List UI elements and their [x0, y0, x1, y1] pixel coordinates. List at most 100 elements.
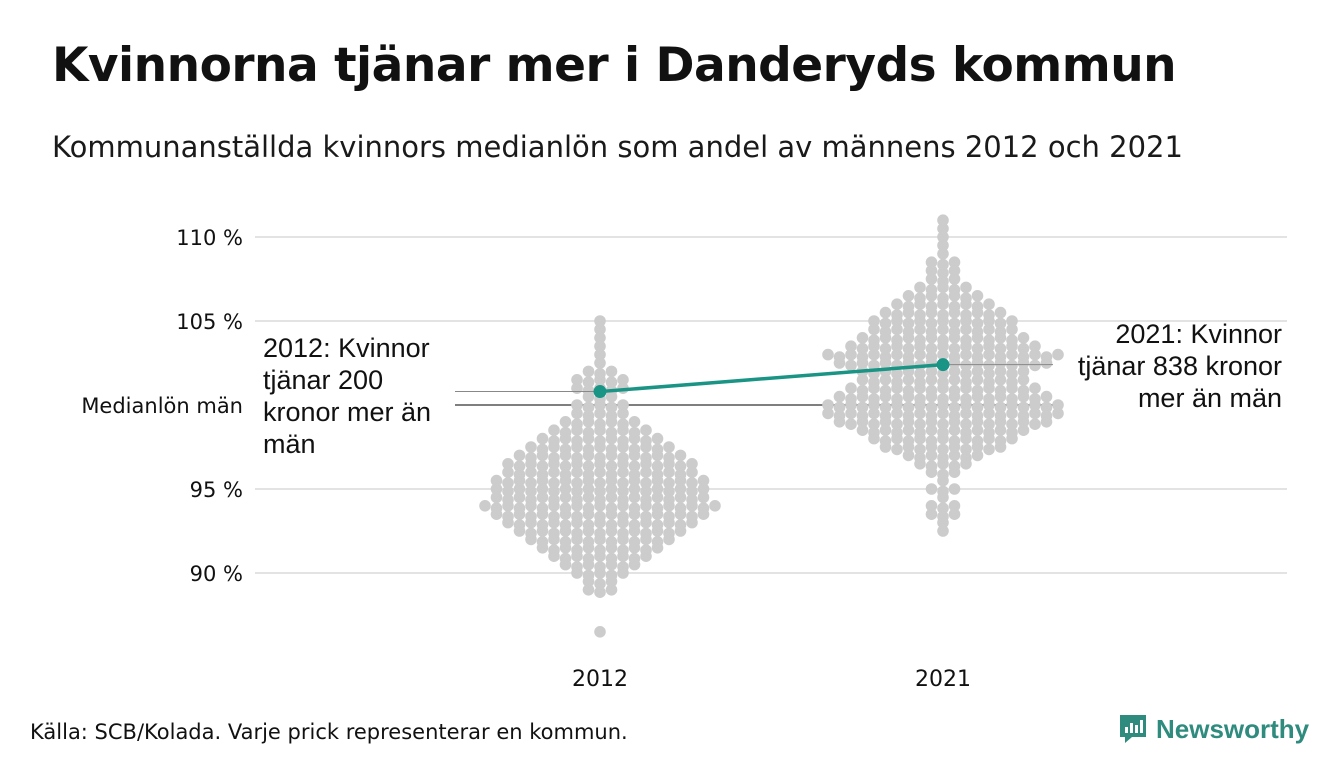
municipality-dot-2021 — [937, 214, 949, 226]
municipality-dot-2012 — [582, 460, 595, 473]
municipality-dot-2012 — [628, 416, 641, 428]
municipality-dot-2021 — [937, 275, 949, 288]
municipality-dot-2012 — [513, 502, 526, 514]
municipality-dot-2021 — [948, 384, 961, 397]
municipality-dot-2021 — [914, 368, 926, 380]
municipality-dot-2012 — [640, 452, 652, 464]
municipality-dot-2012 — [594, 527, 606, 540]
municipality-dot-2012 — [571, 399, 583, 411]
municipality-dot-2021 — [891, 376, 903, 389]
dot-layer — [479, 214, 1064, 638]
municipality-dot-2021 — [1006, 376, 1018, 389]
municipality-dot-2012 — [594, 452, 606, 464]
municipality-dot-2021 — [948, 449, 961, 462]
municipality-dot-2021 — [879, 410, 892, 422]
municipality-dot-2012 — [674, 483, 687, 495]
municipality-dot-2021 — [845, 407, 857, 420]
municipality-dot-2012 — [686, 510, 698, 523]
municipality-dot-2012 — [640, 466, 652, 479]
municipality-dot-2012 — [582, 502, 595, 514]
municipality-dot-2021 — [937, 426, 949, 439]
municipality-dot-2012 — [582, 376, 595, 389]
municipality-dot-2021 — [1029, 382, 1041, 395]
municipality-dot-2021 — [868, 323, 880, 336]
municipality-dot-2021 — [879, 384, 892, 397]
municipality-dot-2021 — [948, 284, 961, 296]
reference-line-label: Medianlön män — [81, 394, 243, 418]
municipality-dot-2021 — [948, 460, 961, 473]
municipality-dot-2012 — [617, 544, 629, 556]
municipality-dot-2012 — [513, 468, 526, 481]
municipality-dot-2012 — [651, 483, 664, 495]
municipality-dot-2012 — [594, 586, 606, 598]
annotation-2012: 2012: Kvinnor tjänar 200 kronor mer än m… — [263, 333, 432, 459]
municipality-dot-2021 — [948, 401, 961, 414]
municipality-dot-2012 — [594, 626, 606, 638]
municipality-dot-2012 — [490, 502, 503, 514]
municipality-dot-2012 — [559, 552, 572, 565]
municipality-dot-2021 — [937, 222, 949, 235]
municipality-dot-2021 — [948, 300, 961, 313]
municipality-dot-2012 — [559, 536, 572, 548]
municipality-dot-2012 — [651, 443, 664, 456]
municipality-dot-2012 — [640, 485, 652, 498]
municipality-dot-2021 — [983, 298, 995, 311]
municipality-dot-2012 — [571, 485, 583, 498]
annotation-2021: 2021: Kvinnor tjänar 838 kronor mer än m… — [1077, 319, 1282, 413]
municipality-dot-2012 — [513, 519, 526, 531]
municipality-dot-2012 — [594, 323, 606, 336]
municipality-dot-2021 — [914, 309, 926, 321]
municipality-dot-2021 — [983, 407, 995, 420]
x-tick-label-2021: 2021 — [915, 667, 971, 692]
municipality-dot-2021 — [856, 374, 869, 386]
municipality-dot-2021 — [971, 435, 984, 447]
municipality-dot-2012 — [582, 365, 595, 378]
y-tick-label: 110 % — [176, 226, 243, 250]
newsworthy-logo: Newsworthy — [1118, 713, 1309, 745]
municipality-dot-2021 — [925, 483, 938, 495]
municipality-dot-2012 — [605, 552, 618, 565]
municipality-dot-2012 — [536, 502, 549, 514]
municipality-dot-2012 — [582, 552, 595, 565]
municipality-dot-2012 — [525, 485, 537, 498]
municipality-dot-2021 — [994, 410, 1007, 422]
municipality-dot-2012 — [525, 441, 537, 453]
municipality-dot-2012 — [571, 452, 583, 464]
municipality-dot-2012 — [582, 468, 595, 481]
municipality-dot-2012 — [594, 494, 606, 506]
municipality-dot-2021 — [856, 351, 869, 363]
municipality-dot-2021 — [948, 435, 961, 447]
municipality-dot-2021 — [914, 426, 926, 439]
municipality-dot-2012 — [663, 510, 675, 523]
municipality-dot-2021 — [994, 306, 1007, 319]
beeswarm-chart: 90 % 95 % 105 % 110 % Medianlön män 2012 2021 — [81, 214, 1287, 692]
municipality-dot-2021 — [891, 348, 903, 361]
y-tick-label: 105 % — [176, 310, 243, 334]
municipality-dot-2021 — [902, 410, 915, 422]
municipality-dot-2012 — [582, 491, 595, 504]
municipality-dot-2012 — [536, 443, 549, 456]
municipality-dot-2012 — [571, 494, 583, 506]
municipality-dot-2021 — [983, 418, 995, 431]
municipality-dot-2021 — [1017, 351, 1030, 363]
municipality-dot-2012 — [697, 491, 710, 504]
municipality-dot-2012 — [536, 491, 549, 504]
municipality-dot-2012 — [663, 466, 675, 479]
municipality-dot-2012 — [651, 432, 664, 445]
municipality-dot-2021 — [1029, 407, 1041, 420]
municipality-dot-2012 — [605, 365, 618, 378]
municipality-dot-2012 — [697, 502, 710, 514]
municipality-dot-2012 — [594, 561, 606, 573]
municipality-dot-2021 — [983, 368, 995, 380]
municipality-dot-2021 — [879, 326, 892, 338]
municipality-dot-2021 — [902, 351, 915, 363]
municipality-dot-2021 — [971, 351, 984, 363]
municipality-dot-2012 — [594, 340, 606, 353]
municipality-dot-2021 — [960, 323, 972, 336]
municipality-dot-2012 — [617, 452, 629, 464]
municipality-dot-2021 — [845, 359, 857, 372]
municipality-dot-2012 — [502, 466, 514, 479]
municipality-dot-2021 — [891, 418, 903, 431]
municipality-dot-2012 — [640, 424, 652, 437]
municipality-dot-2021 — [948, 317, 961, 330]
